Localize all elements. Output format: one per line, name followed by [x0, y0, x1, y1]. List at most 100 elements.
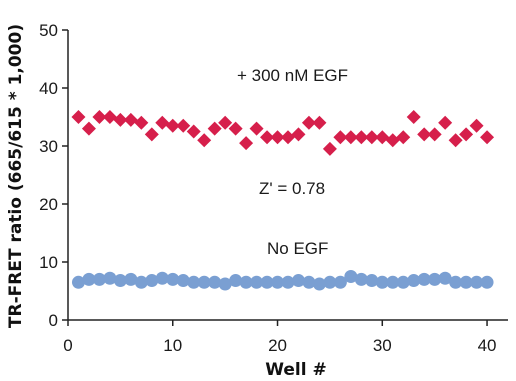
y-tick-label: 50	[39, 21, 58, 40]
annotation-z-prime: Z' = 0.78	[259, 179, 325, 198]
data-point-circle	[480, 275, 494, 289]
data-point-circle	[145, 274, 159, 288]
data-point-diamond	[155, 115, 170, 130]
data-point-circle	[124, 272, 138, 286]
x-tick-label: 30	[373, 336, 392, 355]
data-point-circle	[386, 275, 400, 289]
annotation-no-egf: No EGF	[267, 239, 328, 258]
data-point-circle	[354, 272, 368, 286]
data-point-circle	[187, 275, 201, 289]
data-point-diamond	[354, 130, 369, 145]
data-point-circle	[218, 277, 232, 291]
data-point-circle	[92, 272, 106, 286]
data-marks	[71, 110, 495, 291]
data-point-circle	[250, 275, 264, 289]
data-point-circle	[239, 275, 253, 289]
data-point-diamond	[123, 112, 138, 127]
y-tick-label: 20	[39, 195, 58, 214]
data-point-circle	[260, 275, 274, 289]
data-point-diamond	[406, 110, 421, 124]
data-point-circle	[449, 275, 463, 289]
data-point-diamond	[134, 115, 149, 130]
data-point-diamond	[469, 118, 484, 133]
y-tick-label: 30	[39, 137, 58, 156]
data-point-diamond	[364, 130, 379, 145]
data-point-circle	[82, 272, 96, 286]
data-point-circle	[365, 274, 379, 288]
data-point-diamond	[186, 124, 201, 139]
data-point-circle	[470, 275, 484, 289]
data-point-diamond	[385, 133, 400, 148]
data-point-circle	[375, 275, 389, 289]
data-point-diamond	[260, 130, 275, 145]
data-point-circle	[281, 275, 295, 289]
data-point-diamond	[333, 130, 348, 145]
data-point-circle	[113, 274, 127, 288]
data-point-diamond	[322, 141, 337, 156]
data-point-diamond	[144, 127, 159, 142]
data-point-diamond	[459, 127, 474, 142]
chart-axes	[62, 29, 508, 326]
data-point-circle	[312, 277, 326, 291]
data-point-circle	[459, 275, 473, 289]
data-point-diamond	[448, 133, 463, 148]
data-point-diamond	[102, 110, 117, 124]
data-point-circle	[333, 275, 347, 289]
data-point-circle	[71, 275, 85, 289]
data-point-diamond	[71, 110, 86, 124]
data-point-diamond	[197, 133, 212, 148]
data-point-circle	[134, 275, 148, 289]
data-point-diamond	[92, 110, 107, 124]
data-point-circle	[291, 274, 305, 288]
y-tick-label: 10	[39, 253, 58, 272]
data-point-diamond	[438, 115, 453, 130]
x-tick-label: 40	[478, 336, 497, 355]
data-point-diamond	[239, 136, 254, 151]
data-point-diamond	[375, 130, 390, 145]
data-point-diamond	[281, 130, 295, 145]
x-tick-label: 10	[163, 336, 182, 355]
data-point-circle	[417, 272, 431, 286]
data-point-circle	[396, 275, 410, 289]
data-point-diamond	[343, 130, 358, 145]
x-tick-label: 20	[268, 336, 287, 355]
data-point-circle	[166, 272, 180, 286]
data-point-diamond	[270, 130, 285, 145]
data-point-diamond	[291, 127, 306, 142]
data-point-circle	[176, 274, 190, 288]
data-point-diamond	[249, 121, 264, 136]
data-point-circle	[428, 272, 442, 286]
x-axis-title: Well #	[265, 360, 327, 380]
data-point-diamond	[81, 121, 96, 136]
data-point-circle	[344, 270, 358, 283]
data-point-diamond	[218, 115, 233, 130]
data-point-diamond	[396, 130, 411, 145]
data-point-circle	[208, 275, 222, 289]
data-point-diamond	[427, 127, 442, 142]
data-point-circle	[103, 271, 117, 285]
data-point-circle	[229, 274, 243, 288]
data-point-circle	[302, 275, 316, 289]
x-tick-label: 0	[63, 336, 72, 355]
data-point-diamond	[417, 127, 432, 142]
data-point-diamond	[176, 118, 191, 133]
data-point-diamond	[480, 130, 495, 145]
data-point-circle	[271, 275, 285, 289]
data-point-circle	[197, 275, 211, 289]
y-tick-label: 0	[49, 311, 58, 330]
data-point-diamond	[301, 115, 316, 130]
data-point-diamond	[165, 118, 180, 133]
tick-labels: 0 10 20 30 40 50 0 10 20 30 40	[39, 21, 496, 355]
data-point-diamond	[228, 121, 243, 136]
data-point-diamond	[113, 112, 128, 127]
data-point-circle	[323, 275, 337, 289]
data-point-diamond	[312, 115, 327, 130]
y-axis-title: TR-FRET ratio (665/615 * 1,000)	[6, 24, 26, 328]
data-point-diamond	[207, 121, 222, 136]
data-point-circle	[438, 271, 452, 285]
data-point-circle	[155, 271, 169, 285]
annotation-with-egf: + 300 nM EGF	[237, 66, 348, 85]
data-point-circle	[407, 274, 421, 288]
y-tick-label: 40	[39, 79, 58, 98]
